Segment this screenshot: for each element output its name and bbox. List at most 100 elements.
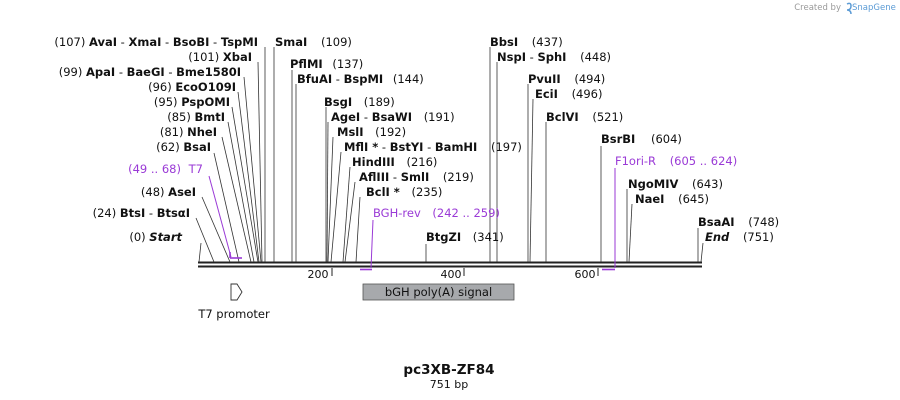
- enzyme-ecoo109i: EcoO109I: [175, 80, 236, 94]
- site-pos-pspomi: (95): [154, 95, 178, 109]
- connector-hindiii: [342, 166, 351, 263]
- site-label-end: End (751): [705, 230, 774, 244]
- enzyme-pflmi: PflMI: [290, 57, 323, 71]
- primer-f1orir-label: F1ori-R (605 .. 624): [615, 154, 737, 168]
- marker-end: End: [705, 230, 730, 244]
- connector-end: [700, 242, 704, 263]
- map-length: 751 bp: [430, 378, 468, 391]
- site-label-bsaai: BsaAI (748): [698, 215, 779, 229]
- primer-bghrev-label: BGH-rev (242 .. 259): [373, 206, 500, 220]
- connector-bmti: [227, 121, 255, 263]
- connector-pspomi: [231, 106, 259, 263]
- site-label-mfli: MflI * - BstYI - BamHI (197): [344, 140, 522, 154]
- connector-nhei: [221, 136, 252, 263]
- enzyme-nhei: NheI: [187, 125, 217, 139]
- connector-xbai: [257, 61, 263, 263]
- left-site-labels: (107) AvaI - XmaI - BsoBI - TspMI (101) …: [54, 35, 258, 244]
- enzyme-smai: SmaI: [275, 35, 307, 49]
- enzyme-afliii: AflIII: [359, 170, 389, 184]
- site-label-ecoo109i: (96) EcoO109I: [148, 80, 236, 94]
- site-pos-smai: (109): [321, 35, 352, 49]
- enzyme-sphi: SphI: [537, 50, 566, 64]
- site-pos-agei: (191): [424, 110, 455, 124]
- site-label-ecii: EciI (496): [535, 87, 603, 101]
- site-pos-bbsi: (437): [532, 35, 563, 49]
- site-label-start: (0) Start: [129, 230, 182, 244]
- map-title: pc3XB-ZF84: [403, 362, 494, 378]
- connector-bsai: [213, 152, 240, 263]
- site-label-pvuii: PvuII (494): [528, 72, 605, 86]
- site-label-bclvi: BclVI (521): [546, 110, 623, 124]
- enzyme-naei: NaeI: [635, 192, 664, 206]
- site-label-bbsi: BbsI (437): [490, 35, 563, 49]
- site-pos-avai: (107): [54, 35, 85, 49]
- site-label-hindiii: HindIII (216): [352, 155, 437, 169]
- connector-ecii: [529, 98, 534, 263]
- enzyme-ecii: EciI: [535, 87, 558, 101]
- right-site-labels: BbsI (437) NspI - SphI (448) PvuII (494)…: [490, 35, 779, 244]
- site-pos-bclvi: (521): [592, 110, 623, 124]
- enzyme-smli: SmlI: [401, 170, 430, 184]
- enzyme-bspmi: BspMI: [344, 72, 384, 86]
- enzyme-apai: ApaI: [86, 65, 115, 79]
- feature-t7-promoter-label: T7 promoter: [197, 307, 270, 321]
- site-label-pspomi: (95) PspOMI: [154, 95, 230, 109]
- site-pos-btsi: (24): [93, 206, 117, 220]
- site-label-smai: SmaI (109): [275, 35, 352, 49]
- enzyme-bme1580i: Bme1580I: [176, 65, 241, 79]
- site-label-naei: NaeI (645): [635, 192, 709, 206]
- site-pos-nhei: (81): [160, 125, 184, 139]
- site-label-agei: AgeI - BsaWI (191): [331, 110, 455, 124]
- enzyme-btgzi: BtgZI: [426, 230, 461, 244]
- primer-bghrev-connector: [370, 219, 374, 269]
- site-pos-bsaai: (748): [748, 215, 779, 229]
- enzyme-bsgi: BsgI: [324, 95, 352, 109]
- site-pos-ecoo109i: (96): [148, 80, 172, 94]
- feature-bgh-polya-box[interactable]: [362, 283, 515, 301]
- credit-brand: SnapGene: [852, 3, 896, 13]
- middle-site-labels: SmaI (109) PflMI (137) BfuAI - BspMI (14…: [275, 35, 522, 244]
- site-pos-pflmi: (137): [332, 57, 363, 71]
- connector-naei: [628, 203, 633, 263]
- primer-bghrev-range: (242 .. 259): [432, 206, 500, 220]
- arrow-right-icon[interactable]: [230, 283, 243, 301]
- connector-msli: [327, 136, 334, 263]
- dna-backbone: [198, 261, 702, 268]
- site-label-bfuai: BfuAI - BspMI (144): [297, 72, 424, 86]
- site-pos-ecii: (496): [572, 87, 603, 101]
- primer-f1orir-name: F1ori-R: [615, 154, 656, 168]
- site-pos-asei: (48): [141, 185, 165, 199]
- primer-t7-label: (49 .. 68) T7: [128, 162, 203, 176]
- enzyme-tspmi: TspMI: [221, 35, 258, 49]
- connector-agei: [326, 121, 329, 263]
- enzyme-baegi: BaeGI: [127, 65, 165, 79]
- site-label-apai: (99) ApaI - BaeGI - Bme1580I: [59, 65, 241, 79]
- site-label-pflmi: PflMI (137): [290, 57, 363, 71]
- site-pos-ngomiv: (643): [692, 177, 723, 191]
- site-label-bsrbi: BsrBI (604): [601, 132, 682, 146]
- enzyme-bcli: BclI *: [366, 185, 400, 199]
- site-pos-hindiii: (216): [406, 155, 437, 169]
- enzyme-xbai: XbaI: [223, 50, 252, 64]
- connector-asei: [201, 196, 231, 263]
- feature-t7-promoter[interactable]: T7 promoter: [197, 283, 270, 321]
- site-connectors: [195, 47, 704, 263]
- enzyme-bamhi: BamHI: [435, 140, 477, 154]
- site-pos-bmti: (85): [167, 110, 191, 124]
- site-pos-msli: (192): [375, 125, 406, 139]
- marker-start: Start: [149, 230, 182, 244]
- feature-bgh-polya[interactable]: bGH poly(A) signal: [362, 283, 515, 301]
- enzyme-xmai: XmaI: [128, 35, 161, 49]
- enzyme-bmti: BmtI: [194, 110, 225, 124]
- site-label-msli: MslI (192): [337, 125, 406, 139]
- connector-bcli: [355, 196, 361, 263]
- enzyme-bclvi: BclVI: [546, 110, 579, 124]
- site-label-bsgi: BsgI (189): [324, 95, 395, 109]
- site-label-btsi: (24) BtsI - BtsαI: [93, 206, 190, 220]
- site-label-bmti: (85) BmtI: [167, 110, 225, 124]
- site-label-xbai: (101) XbaI: [188, 50, 252, 64]
- site-pos-start: (0): [129, 230, 145, 244]
- primer-t7-connector: [208, 175, 232, 258]
- enzyme-msli: MslI: [337, 125, 364, 139]
- site-label-avai: (107) AvaI - XmaI - BsoBI - TspMI: [54, 35, 258, 49]
